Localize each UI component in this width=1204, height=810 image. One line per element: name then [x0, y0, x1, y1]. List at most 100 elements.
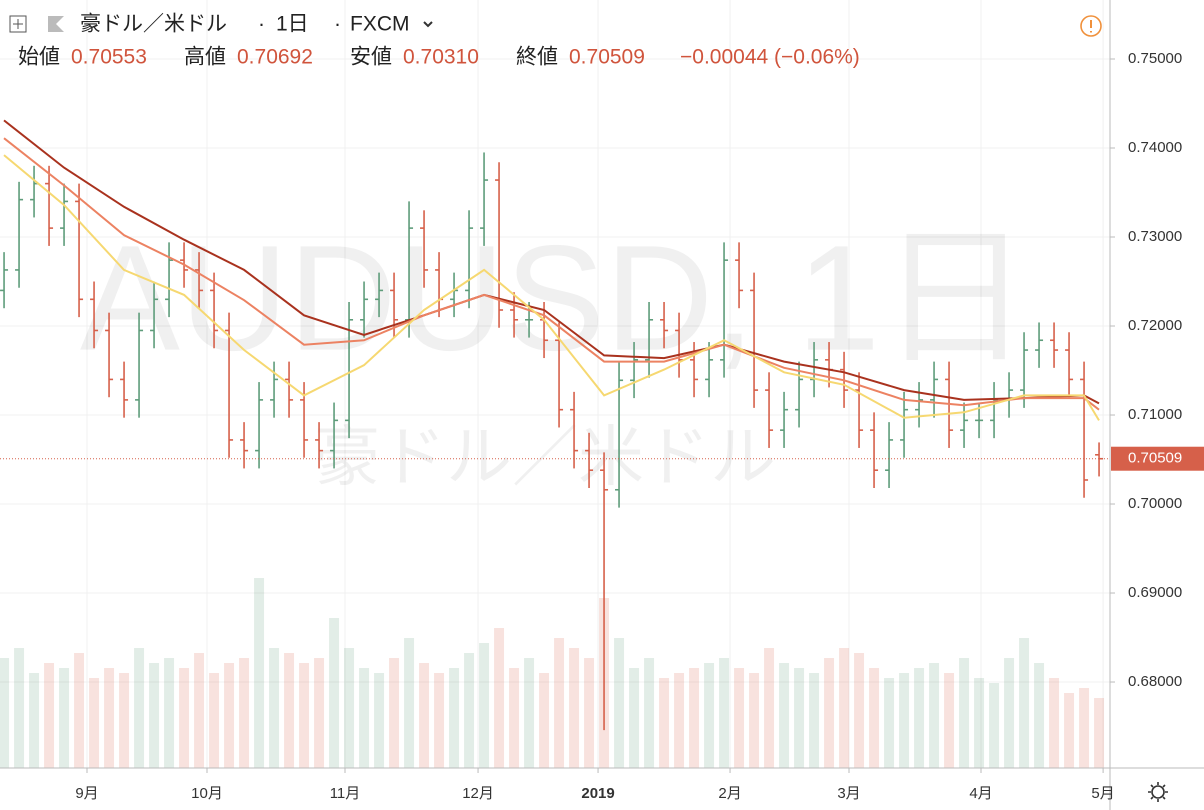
x-tick-label: 11月	[330, 785, 361, 802]
ohlc-value: 0.70509	[569, 46, 645, 69]
interval[interactable]: 1日	[276, 13, 309, 36]
volume-bar	[254, 578, 265, 768]
volume-bar	[389, 658, 400, 768]
volume-bar	[434, 673, 445, 768]
volume-bar	[884, 678, 895, 768]
volume-bar	[644, 658, 655, 768]
volume-bar	[194, 653, 205, 768]
volume-bar	[14, 648, 25, 768]
ohlc-value: 0.70553	[71, 46, 147, 69]
volume-bar	[839, 648, 850, 768]
volume-bar	[959, 658, 970, 768]
volume-bar	[569, 648, 580, 768]
volume-bar	[134, 648, 145, 768]
volume-bar	[704, 663, 715, 768]
y-tick-label: 0.68000	[1128, 673, 1182, 690]
grid	[0, 0, 1110, 768]
watermark-symbol: AUDUSD, 1日	[80, 214, 1030, 382]
ohlc-label: 始値	[18, 46, 60, 69]
settings-icon[interactable]	[1148, 782, 1168, 802]
volume-bar	[314, 658, 325, 768]
volume-bar	[1049, 678, 1060, 768]
y-tick-label: 0.73000	[1128, 228, 1182, 245]
y-tick-label: 0.74000	[1128, 139, 1182, 156]
moving-average	[3, 154, 1100, 421]
source[interactable]: FXCM	[350, 13, 410, 36]
x-tick-label: 5月	[1091, 785, 1114, 802]
volume-bar	[224, 663, 235, 768]
y-tick-label: 0.71000	[1128, 406, 1182, 423]
ohlc-value: 0.70692	[237, 46, 313, 69]
volume-bar	[554, 638, 565, 768]
moving-average	[3, 137, 1100, 411]
x-tick-label: 12月	[462, 785, 494, 802]
x-tick-label: 9月	[75, 785, 98, 802]
ohlc-label: 終値	[516, 46, 558, 69]
volume-bar	[1064, 693, 1075, 768]
watermark-name: 豪ドル／米ドル	[314, 419, 776, 493]
volume-bar	[44, 663, 55, 768]
volume-bar	[1019, 638, 1030, 768]
volume-bar	[1094, 698, 1105, 768]
volume-bar	[869, 668, 880, 768]
volume-bar	[0, 658, 10, 768]
alert-icon[interactable]	[1080, 15, 1102, 37]
volume-bar	[239, 658, 250, 768]
layout-icon-cross	[13, 19, 23, 29]
volume-bar	[779, 663, 790, 768]
x-tick-label: 4月	[969, 785, 992, 802]
volume-bar	[284, 653, 295, 768]
x-tick-label: 2月	[718, 785, 741, 802]
volume-bar	[509, 668, 520, 768]
volume-bar	[689, 668, 700, 768]
volume-bar	[1004, 658, 1015, 768]
volume-bar	[539, 673, 550, 768]
volume-bar	[854, 653, 865, 768]
layout-icon[interactable]	[9, 15, 27, 33]
volume-bar	[494, 628, 505, 768]
header: 豪ドル／米ドル · 1日 · FXCM 始値 0.70553 高値 0.7069…	[9, 13, 1102, 69]
y-tick-label: 0.69000	[1128, 584, 1182, 601]
chevron[interactable]	[423, 21, 433, 28]
volume-bar	[464, 653, 475, 768]
volume-bar	[89, 678, 100, 768]
volume-bar	[164, 658, 175, 768]
volume-bar	[119, 673, 130, 768]
volume-bar	[299, 663, 310, 768]
x-tick-label: 2019	[581, 785, 614, 802]
last-price-box	[1111, 446, 1204, 471]
change: −0.00044 (−0.06%)	[680, 46, 860, 69]
symbol[interactable]: 豪ドル／米ドル	[80, 13, 227, 36]
y-tick-label: 0.70000	[1128, 495, 1182, 512]
volume-layer	[0, 578, 1105, 768]
volume-bar	[209, 673, 220, 768]
volume-bar	[929, 663, 940, 768]
volume-bar	[809, 673, 820, 768]
volume-bar	[1079, 688, 1090, 768]
volume-bar	[674, 673, 685, 768]
volume-bar	[269, 648, 280, 768]
ohlc-value: 0.70310	[403, 46, 479, 69]
separator: ·	[334, 13, 341, 36]
volume-bar	[524, 658, 535, 768]
y-tick-label: 0.72000	[1128, 317, 1182, 334]
volume-bar	[794, 668, 805, 768]
volume-bar	[719, 658, 730, 768]
volume-bar	[914, 668, 925, 768]
flag-icon[interactable]	[48, 16, 64, 32]
y-tick-label: 0.75000	[1128, 50, 1182, 67]
volume-bar	[764, 648, 775, 768]
volume-bar	[74, 653, 85, 768]
moving-average	[3, 119, 1100, 405]
x-tick-label: 3月	[837, 785, 860, 802]
ohlc-label: 高値	[184, 46, 226, 69]
volume-bar	[479, 643, 490, 768]
volume-bar	[104, 668, 115, 768]
volume-bar	[629, 668, 640, 768]
volume-bar	[734, 668, 745, 768]
volume-bar	[344, 648, 355, 768]
ohlc-label: 安値	[350, 46, 392, 69]
gear-teeth	[1148, 782, 1168, 802]
